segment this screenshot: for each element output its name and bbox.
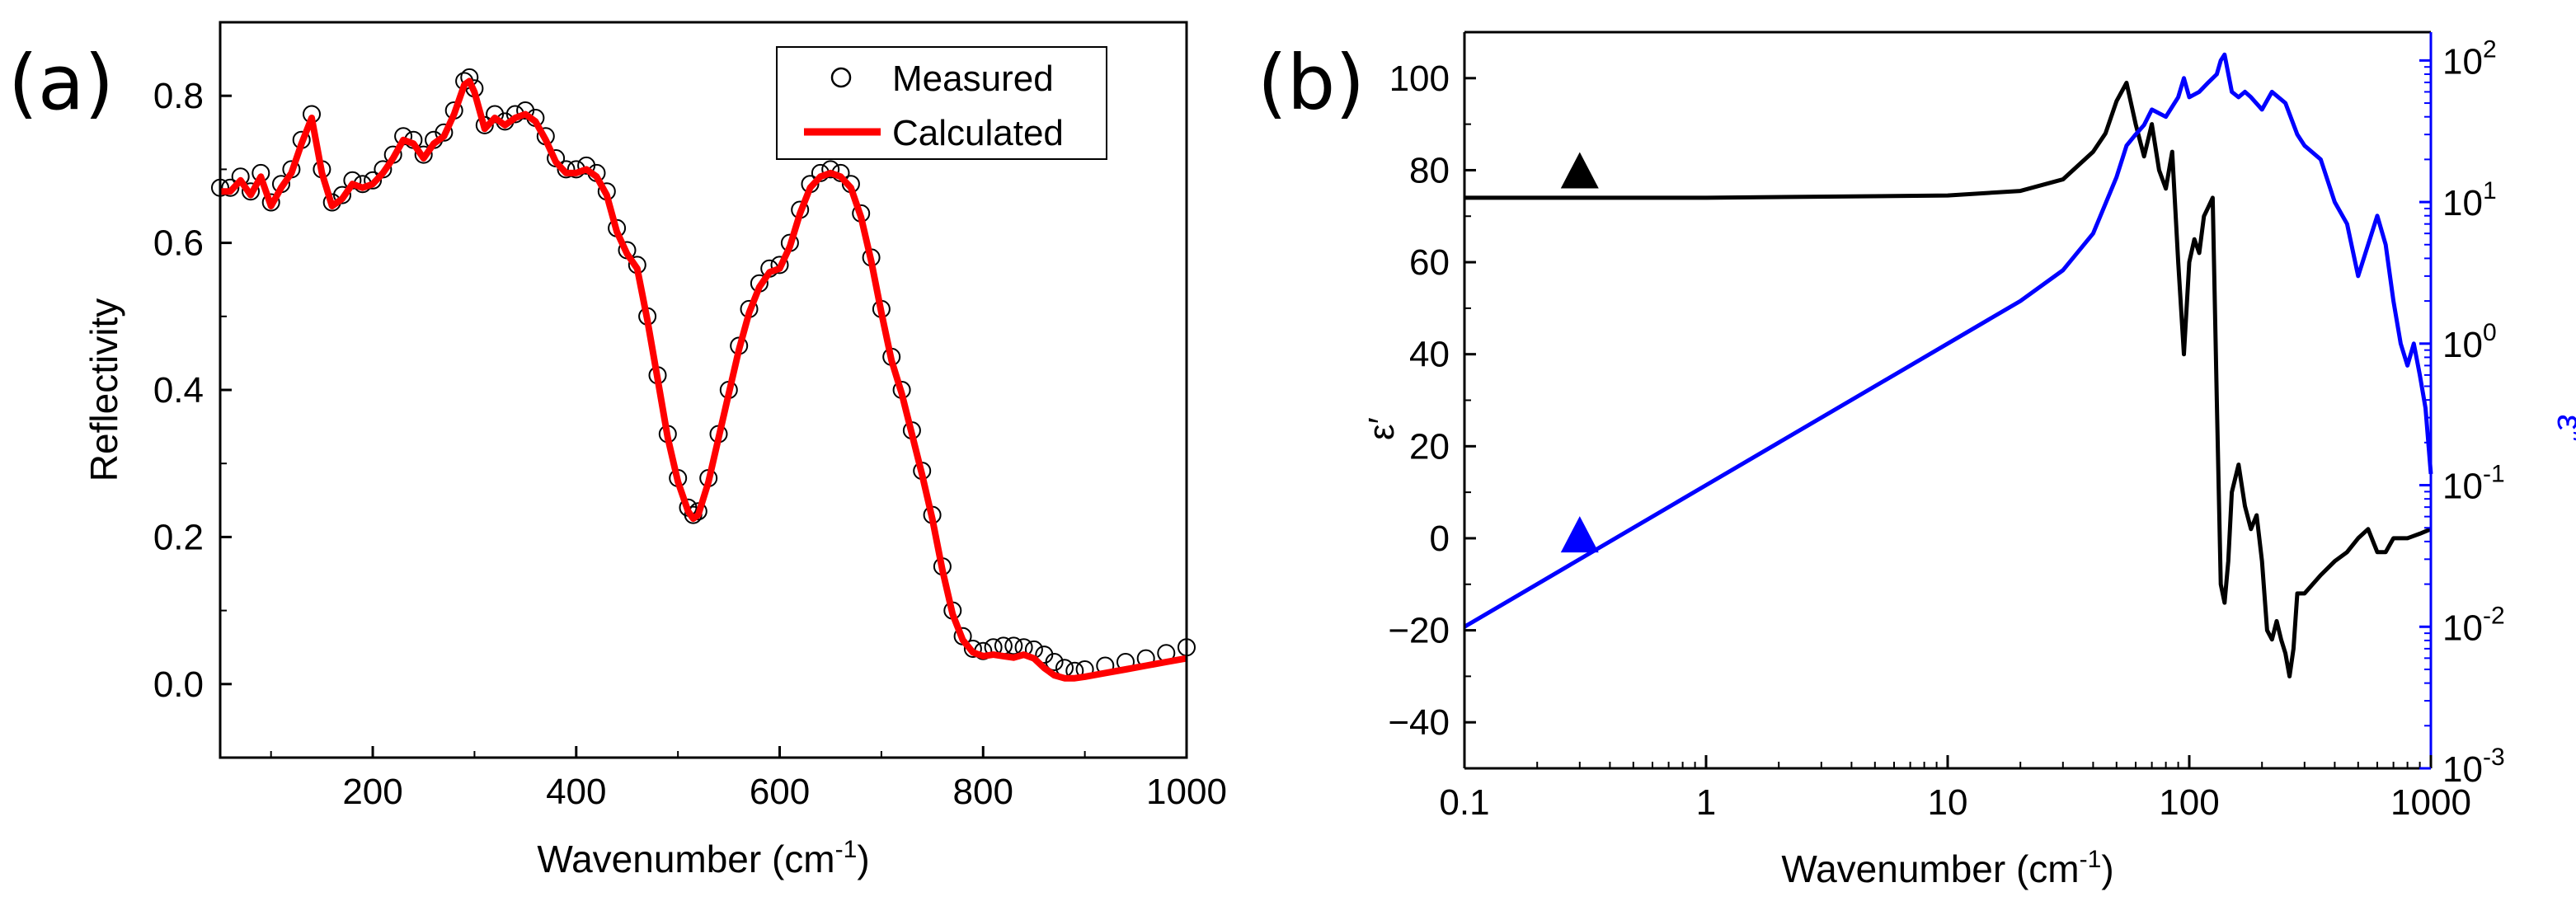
y-tick-label-a: 0.0: [153, 664, 204, 705]
y-tick-label-a: 0.4: [153, 370, 204, 411]
measured-point: [994, 636, 1013, 655]
y-axis-label-left-b: ε′: [1361, 417, 1402, 440]
measured-point: [435, 123, 454, 142]
y-tick-label-right-exp: -2: [2483, 602, 2505, 629]
measured-point: [414, 145, 433, 164]
epsilon-double-prime-marker: [1560, 516, 1599, 553]
x-axis-label-b-close: ): [2101, 847, 2113, 890]
x-axis-label-a-close: ): [857, 838, 869, 880]
calculated-line: [220, 77, 1187, 682]
y-tick-label-right-base: 10: [2442, 467, 2483, 507]
x-tick-label-b: 0.1: [1439, 782, 1489, 823]
x-tick-label-a: 200: [342, 772, 402, 812]
y-tick-label-left-b: −40: [1388, 702, 1450, 743]
ticks-a: 200 400 600 800 1000 0.0 0.2 0.4 0.6 0.8: [153, 21, 1227, 812]
measured-point: [242, 182, 260, 201]
x-tick-label-a: 800: [953, 772, 1013, 812]
panel-label-a: (a): [8, 39, 114, 127]
y-tick-label-a: 0.2: [153, 517, 204, 557]
measured-point: [1004, 636, 1023, 655]
panel-b: (b) 0.1 1 10 100 1000−40−2002040608010010-31…: [1257, 31, 2576, 890]
y-tick-label-left-b: 100: [1389, 59, 1450, 99]
y-tick-label-a: 0.8: [153, 76, 204, 116]
y-tick-label-right-b: 101: [2442, 177, 2497, 223]
y-tick-label-right-exp: 1: [2483, 177, 2497, 204]
y-tick-label-right-b: 100: [2442, 319, 2497, 365]
y-tick-label-right-b: 10-2: [2442, 602, 2505, 648]
measured-point: [261, 193, 280, 212]
y-tick-label-left-b: 80: [1409, 150, 1450, 190]
y-tick-label-right-b: 102: [2442, 35, 2497, 82]
x-axis-label-a-sup: -1: [835, 836, 858, 863]
measured-point: [770, 256, 789, 275]
y-tick-label-right-exp: -3: [2483, 744, 2505, 771]
measured-point: [221, 178, 240, 197]
legend-box-a: [776, 46, 1107, 160]
y-tick-label-right-base: 10: [2442, 608, 2483, 648]
x-tick-label-b: 100: [2159, 782, 2219, 823]
y-tick-label-right-b: 10-3: [2442, 744, 2505, 790]
panel-a: (a) 200 400 600 800 1000 0.0 0.2 0.4 0.6 0.8 Wave…: [8, 21, 1227, 880]
y-tick-label-left-b: 0: [1430, 519, 1450, 559]
epsilon-double-prime-line: [1463, 52, 2433, 629]
y-tick-label-left-b: −20: [1388, 611, 1450, 651]
y-tick-label-right-exp: 0: [2483, 319, 2497, 346]
x-tick-label-b: 1000: [2390, 782, 2471, 823]
measured-point: [1045, 653, 1064, 671]
measured-point: [963, 640, 982, 658]
y-tick-label-right-base: 10: [2442, 183, 2483, 223]
measured-point: [333, 185, 351, 204]
x-tick-label-a: 1000: [1146, 772, 1227, 812]
legend-label-calculated: Calculated: [892, 113, 1064, 153]
y-tick-label-right-exp: 2: [2483, 35, 2497, 63]
y-tick-label-right-base: 10: [2442, 41, 2483, 82]
x-tick-label-a: 400: [546, 772, 606, 812]
measured-point: [557, 160, 576, 179]
x-tick-label-b: 10: [1928, 782, 1968, 823]
y-axis-label-right-b: ε″: [2550, 414, 2576, 443]
y-tick-label-right-base: 10: [2442, 325, 2483, 365]
legend-a: Measured Calculated: [776, 46, 1107, 160]
y-tick-label-right-b: 10-1: [2442, 461, 2505, 507]
x-axis-label-b-sup: -1: [2080, 846, 2102, 873]
ticks-b: 0.1 1 10 100 1000−40−2002040608010010-310-21…: [1388, 31, 2505, 823]
x-axis-label-b: Wavenumber (cm-1): [1781, 846, 2113, 890]
legend-marker-measured: [830, 67, 852, 88]
y-tick-label-left-b: 40: [1409, 335, 1450, 375]
x-axis-label-b-text: Wavenumber (cm: [1781, 847, 2079, 890]
x-axis-label-a: Wavenumber (cm-1): [537, 836, 869, 880]
y-tick-label-right-exp: -1: [2483, 461, 2505, 488]
measured-point: [821, 160, 840, 179]
epsilon-prime-marker: [1560, 152, 1599, 189]
y-tick-label-left-b: 60: [1409, 242, 1450, 283]
y-tick-label-left-b: 20: [1409, 426, 1450, 467]
plot-area-b: [1463, 52, 2433, 678]
epsilon-prime-line: [1464, 80, 2432, 678]
x-axis-label-a-text: Wavenumber (cm: [537, 838, 834, 880]
legend-label-measured: Measured: [892, 59, 1054, 99]
y-tick-label-right-base: 10: [2442, 749, 2483, 790]
measured-point: [364, 171, 383, 190]
y-axis-label-a: Reflectivity: [82, 298, 125, 481]
x-tick-label-b: 1: [1696, 782, 1716, 823]
y-tick-label-a: 0.6: [153, 223, 204, 264]
x-tick-label-a: 600: [750, 772, 810, 812]
plot-area-a: [211, 68, 1196, 682]
panel-label-b: (b): [1257, 39, 1365, 127]
